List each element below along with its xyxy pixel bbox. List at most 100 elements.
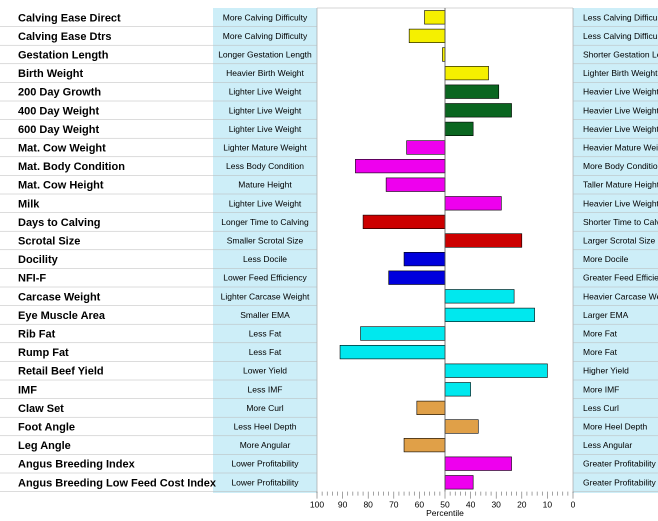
bar-mat-body-condition	[355, 159, 446, 174]
right-descriptor-600-day-weight: Heavier Live Weight	[583, 124, 658, 134]
trait-label-claw-set: Claw Set	[18, 403, 64, 415]
trait-label-eye-muscle-area: Eye Muscle Area	[18, 310, 106, 322]
left-descriptor-rump-fat: Less Fat	[249, 347, 282, 357]
bar-eye-muscle-area	[444, 307, 535, 323]
trait-label-scrotal-size: Scrotal Size	[18, 236, 80, 248]
bar-mat-cow-weight	[406, 140, 446, 155]
x-axis-title: Percentile	[426, 508, 464, 518]
bar-angus-breeding-low-feed-cost-index	[444, 475, 474, 490]
bar-200-day-growth	[444, 84, 500, 99]
trait-label-carcase-weight: Carcase Weight	[18, 291, 101, 303]
bar-days-to-calving	[362, 214, 446, 230]
left-descriptor-mat-cow-weight: Lighter Mature Weight	[223, 143, 307, 153]
right-descriptor-mat-cow-weight: Heavier Mature Weight	[583, 143, 658, 153]
left-descriptor-rib-fat: Less Fat	[249, 329, 282, 339]
trait-label-angus-breeding-low-feed-cost-index: Angus Breeding Low Feed Cost Index	[18, 477, 217, 489]
left-descriptor-birth-weight: Heavier Birth Weight	[226, 68, 304, 78]
left-descriptor-600-day-weight: Lighter Live Weight	[229, 124, 302, 134]
left-descriptor-foot-angle: Less Heel Depth	[234, 422, 297, 432]
x-tick-label-70: 70	[389, 500, 399, 510]
x-tick-label-30: 30	[491, 500, 501, 510]
left-descriptor-scrotal-size: Smaller Scrotal Size	[227, 236, 304, 246]
right-descriptor-eye-muscle-area: Larger EMA	[583, 310, 629, 320]
trait-label-mat-cow-height: Mat. Cow Height	[18, 180, 104, 192]
x-tick-label-50: 50	[440, 500, 450, 510]
right-descriptor-days-to-calving: Shorter Time to Calving	[583, 217, 658, 227]
bar-nfi-f	[388, 270, 446, 285]
trait-label-milk: Milk	[18, 198, 40, 210]
trait-label-200-day-growth: 200 Day Growth	[18, 87, 101, 99]
left-descriptor-retail-beef-yield: Lower Yield	[243, 366, 287, 376]
right-descriptor-angus-breeding-index: Greater Profitability	[583, 459, 656, 469]
trait-label-600-day-weight: 600 Day Weight	[18, 124, 99, 136]
bar-carcase-weight	[444, 289, 515, 304]
right-descriptor-rump-fat: More Fat	[583, 347, 618, 357]
bar-scrotal-size	[444, 233, 523, 248]
x-tick-label-10: 10	[543, 500, 553, 510]
trait-label-gestation-length: Gestation Length	[18, 50, 109, 62]
x-tick-label-90: 90	[338, 500, 348, 510]
trait-label-rump-fat: Rump Fat	[18, 347, 69, 359]
trait-label-leg-angle: Leg Angle	[18, 440, 71, 452]
left-descriptor-calving-ease-direct: More Calving Difficulty	[223, 12, 308, 22]
right-descriptor-calving-ease-direct: Less Calving Difficulty	[583, 12, 658, 22]
bar-mat-cow-height	[385, 177, 446, 192]
left-descriptor-mat-cow-height: Mature Height	[238, 180, 292, 190]
trait-label-nfi-f: NFI-F	[18, 273, 46, 285]
right-descriptor-nfi-f: Greater Feed Efficiency	[583, 273, 658, 283]
x-tick-label-0: 0	[571, 500, 576, 510]
bar-birth-weight	[444, 66, 489, 81]
right-descriptor-mat-cow-height: Taller Mature Height	[583, 180, 658, 190]
x-axis: 100 90 80 70 60 50 40 30 20 10 0	[310, 491, 576, 510]
trait-label-docility: Docility	[18, 254, 59, 266]
trait-label-birth-weight: Birth Weight	[18, 68, 84, 80]
x-tick-label-80: 80	[363, 500, 373, 510]
bar-calving-ease-direct	[424, 10, 446, 25]
left-descriptor-calving-ease-dtrs: More Calving Difficulty	[223, 31, 308, 41]
right-descriptor-carcase-weight: Heavier Carcase Weight	[583, 291, 658, 301]
trait-label-imf: IMF	[18, 384, 37, 396]
right-descriptor-rib-fat: More Fat	[583, 329, 618, 339]
bar-rib-fat	[360, 326, 446, 341]
left-descriptor-200-day-growth: Lighter Live Weight	[229, 87, 302, 97]
right-descriptor-200-day-growth: Heavier Live Weight	[583, 87, 658, 97]
bar-milk	[444, 196, 502, 211]
bar-docility	[403, 252, 446, 267]
trait-label-foot-angle: Foot Angle	[18, 422, 75, 434]
left-descriptor-carcase-weight: Lighter Carcase Weight	[221, 291, 310, 301]
bar-angus-breeding-index	[444, 456, 512, 471]
trait-label-400-day-weight: 400 Day Weight	[18, 105, 99, 117]
left-descriptor-leg-angle: More Angular	[240, 440, 291, 450]
left-descriptor-400-day-weight: Lighter Live Weight	[229, 105, 302, 115]
bar-400-day-weight	[444, 103, 512, 118]
trait-rows: Calving Ease Direct More Calving Difficul…	[0, 12, 658, 492]
trait-label-mat-cow-weight: Mat. Cow Weight	[18, 143, 106, 155]
right-descriptor-mat-body-condition: More Body Condition	[583, 161, 658, 171]
right-descriptor-calving-ease-dtrs: Less Calving Difficulty	[583, 31, 658, 41]
bar-calving-ease-dtrs	[408, 28, 446, 44]
right-descriptor-leg-angle: Less Angular	[583, 440, 632, 450]
trait-label-days-to-calving: Days to Calving	[18, 217, 101, 229]
right-descriptor-gestation-length: Shorter Gestation Length	[583, 50, 658, 60]
right-descriptor-foot-angle: More Heel Depth	[583, 422, 648, 432]
trait-label-calving-ease-direct: Calving Ease Direct	[18, 12, 121, 24]
left-descriptor-nfi-f: Lower Feed Efficiency	[223, 273, 307, 283]
right-descriptor-scrotal-size: Larger Scrotal Size	[583, 236, 656, 246]
left-descriptor-mat-body-condition: Less Body Condition	[226, 161, 304, 171]
left-descriptor-days-to-calving: Longer Time to Calving	[221, 217, 309, 227]
right-descriptor-milk: Heavier Live Weight	[583, 198, 658, 208]
percentile-bars	[339, 10, 548, 490]
x-tick-label-100: 100	[310, 500, 324, 510]
bar-600-day-weight	[444, 121, 474, 136]
trait-label-retail-beef-yield: Retail Beef Yield	[18, 366, 104, 378]
right-descriptor-birth-weight: Lighter Birth Weight	[583, 68, 658, 78]
right-descriptor-400-day-weight: Heavier Live Weight	[583, 105, 658, 115]
left-descriptor-docility: Less Docile	[243, 254, 287, 264]
left-label-column	[213, 8, 317, 493]
trait-label-angus-breeding-index: Angus Breeding Index	[18, 459, 136, 471]
x-tick-label-20: 20	[517, 500, 527, 510]
x-tick-label-40: 40	[466, 500, 476, 510]
trait-label-mat-body-condition: Mat. Body Condition	[18, 161, 125, 173]
left-descriptor-angus-breeding-index: Lower Profitability	[231, 459, 299, 469]
left-descriptor-gestation-length: Longer Gestation Length	[218, 50, 312, 60]
